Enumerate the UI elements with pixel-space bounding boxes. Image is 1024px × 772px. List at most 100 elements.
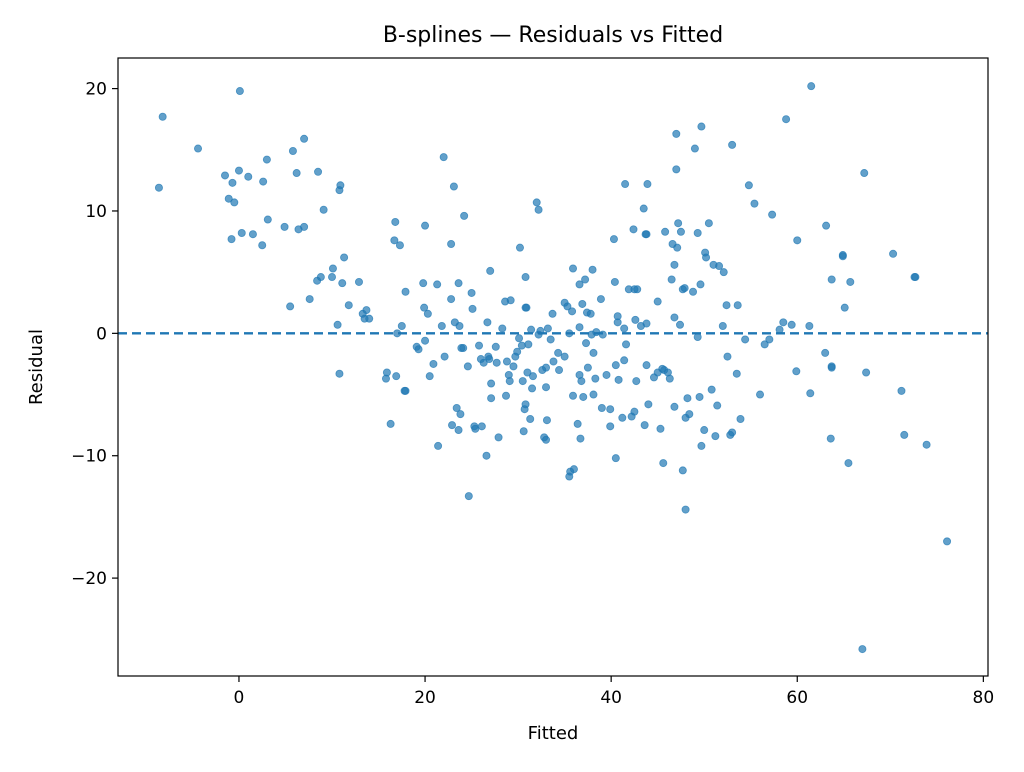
scatter-point <box>591 374 600 383</box>
scatter-point <box>505 377 514 386</box>
scatter-point <box>723 352 732 361</box>
scatter-point <box>354 277 363 286</box>
scatter-point <box>620 356 629 365</box>
scatter-point <box>670 260 679 269</box>
scatter-point <box>401 386 410 395</box>
scatter-point <box>728 428 737 437</box>
scatter-point <box>768 210 777 219</box>
scatter-point <box>425 372 434 381</box>
scatter-point <box>300 222 309 231</box>
scatter-point <box>602 370 611 379</box>
scatter-point <box>606 422 615 431</box>
scatter-point <box>713 401 722 410</box>
scatter-point <box>685 410 694 419</box>
scatter-point <box>779 318 788 327</box>
y-tick-label: 20 <box>85 80 107 100</box>
scatter-point <box>463 362 472 371</box>
scatter-point <box>492 358 501 367</box>
scatter-point <box>846 277 855 286</box>
scatter-point <box>365 314 374 323</box>
scatter-point <box>858 645 867 654</box>
scatter-point <box>258 241 267 250</box>
scatter-point <box>549 357 558 366</box>
y-tick-label: −10 <box>71 447 107 467</box>
scatter-point <box>542 383 551 392</box>
scatter-point <box>897 386 906 395</box>
x-tick-label: 60 <box>786 688 808 708</box>
scatter-point <box>697 441 706 450</box>
scatter-point <box>524 340 533 349</box>
scatter-point <box>401 287 410 296</box>
scatter-point <box>263 215 272 224</box>
scatter-point <box>631 315 640 324</box>
scatter-point <box>840 303 849 312</box>
scatter-point <box>642 361 651 370</box>
scatter-point <box>528 384 537 393</box>
scatter-point <box>460 211 469 220</box>
scatter-point <box>911 273 920 282</box>
scatter-point <box>502 357 511 366</box>
scatter-point <box>733 301 742 310</box>
scatter-point <box>454 279 463 288</box>
scatter-point <box>597 403 606 412</box>
scatter-point <box>259 177 268 186</box>
scatter-point <box>622 340 631 349</box>
scatter-point <box>543 324 552 333</box>
scatter-point <box>565 329 574 338</box>
scatter-point <box>639 204 648 213</box>
scatter-point <box>344 301 353 310</box>
scatter-point <box>576 434 585 443</box>
scatter-point <box>527 325 536 334</box>
scatter-point <box>606 405 615 414</box>
scatter-point <box>518 377 527 386</box>
scatter-point <box>750 199 759 208</box>
scatter-point <box>452 403 461 412</box>
scatter-point <box>862 368 871 377</box>
scatter-point <box>582 339 591 348</box>
scatter-point <box>665 374 674 383</box>
scatter-point <box>844 459 853 468</box>
scatter-point <box>485 355 494 364</box>
scatter-point <box>672 129 681 138</box>
scatter-point <box>509 362 518 371</box>
scatter-point <box>569 391 578 400</box>
scatter-point <box>560 352 569 361</box>
y-axis: −20 −10 0 10 20 <box>71 80 118 589</box>
scatter-point <box>421 221 430 230</box>
scatter-point <box>393 329 402 338</box>
scatter-point <box>678 466 687 475</box>
chart-title: B-splines — Residuals vs Fitted <box>383 23 723 48</box>
scatter-point <box>728 140 737 149</box>
scatter-point <box>633 285 642 294</box>
scatter-point <box>521 273 530 282</box>
scatter-point <box>718 321 727 330</box>
scatter-point <box>821 348 830 357</box>
scatter-point <box>732 369 741 378</box>
scatter-point <box>534 205 543 214</box>
scatter-point <box>487 394 496 403</box>
scatter-point <box>575 323 584 332</box>
scatter-point <box>434 441 443 450</box>
scatter-point <box>228 178 237 187</box>
scatter-point <box>429 359 438 368</box>
scatter-point <box>454 426 463 435</box>
y-tick-label: 0 <box>96 324 107 344</box>
scatter-point <box>578 299 587 308</box>
scatter-point <box>693 333 702 342</box>
scatter-point <box>335 369 344 378</box>
scatter-point <box>697 122 706 131</box>
scatter-point <box>707 385 716 394</box>
scatter-point <box>719 268 728 277</box>
scatter-point <box>614 375 623 384</box>
scatter-point <box>248 230 257 239</box>
scatter-point <box>644 400 653 409</box>
scatter-point <box>390 236 399 245</box>
scatter-point <box>502 391 511 400</box>
scatter-point <box>391 217 400 226</box>
scatter-point <box>689 287 698 296</box>
scatter-point <box>760 340 769 349</box>
scatter-point <box>569 465 578 474</box>
y-axis-label: Residual <box>26 329 47 405</box>
